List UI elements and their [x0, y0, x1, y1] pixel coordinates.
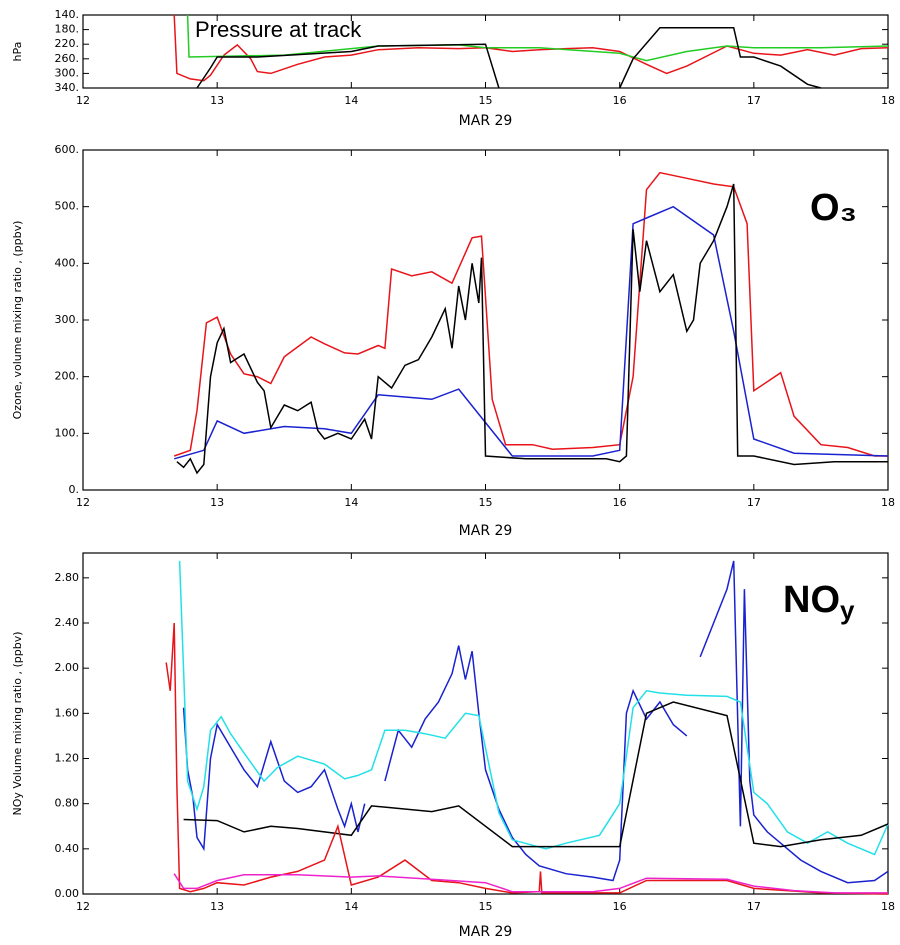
x-tick-label: 17 [747, 94, 761, 107]
y-tick-label: 2.80 [55, 571, 80, 584]
x-tick-label: 15 [479, 94, 493, 107]
y-tick-label: 0.00 [55, 887, 80, 900]
x-tick-label: 18 [881, 94, 895, 107]
data-line [165, 622, 889, 895]
y-tick-label: 1.20 [55, 752, 80, 765]
x-tick-label: 12 [76, 94, 90, 107]
x-axis-label: MAR 29 [459, 523, 513, 539]
y-tick-label: 2.00 [55, 661, 80, 674]
y-tick-label: 600. [55, 143, 80, 156]
data-line [183, 701, 889, 848]
data-line [186, 14, 889, 62]
data-line [173, 14, 889, 82]
data-line [182, 560, 889, 884]
y-tick-label: 1.60 [55, 706, 80, 719]
x-tick-label: 14 [344, 900, 358, 913]
y-tick-label: 0. [69, 483, 80, 496]
x-tick-label: 16 [613, 496, 627, 509]
data-line [173, 171, 888, 457]
x-tick-label: 17 [747, 496, 761, 509]
y-tick-label: 100. [55, 426, 80, 439]
x-tick-label: 13 [210, 900, 224, 913]
y-tick-label: 300. [55, 66, 80, 79]
y-tick-label: 200. [55, 370, 80, 383]
annotation: O₃ [810, 187, 857, 229]
y-axis-label: Ozone, volume mixing ratio , (ppbv) [11, 221, 24, 420]
x-tick-label: 13 [210, 496, 224, 509]
y-tick-label: 220. [55, 37, 80, 50]
data-line [173, 873, 888, 894]
data-line [178, 560, 889, 856]
x-axis-label: MAR 29 [459, 924, 513, 940]
annotation: NOy [783, 579, 855, 625]
x-tick-label: 13 [210, 94, 224, 107]
y-tick-label: 300. [55, 313, 80, 326]
y-tick-label: 2.40 [55, 616, 80, 629]
x-tick-label: 15 [479, 496, 493, 509]
y-tick-label: 340. [55, 81, 80, 94]
annotation-subscript: y [840, 595, 855, 625]
y-axis-label: hPa [11, 42, 24, 62]
data-line [196, 27, 822, 89]
data-line [176, 183, 888, 475]
x-tick-label: 18 [881, 900, 895, 913]
x-tick-label: 12 [76, 900, 90, 913]
y-tick-label: 400. [55, 256, 80, 269]
x-tick-label: 18 [881, 496, 895, 509]
x-tick-label: 12 [76, 496, 90, 509]
annotation-text: NO [783, 579, 840, 621]
x-axis-label: MAR 29 [459, 113, 513, 129]
x-tick-label: 14 [344, 496, 358, 509]
y-tick-label: 500. [55, 200, 80, 213]
x-tick-label: 15 [479, 900, 493, 913]
annotation: Pressure at track [195, 17, 362, 42]
y-tick-label: 0.80 [55, 797, 80, 810]
y-axis-label: NOy Volume mixing ratio , (ppbv) [11, 632, 24, 816]
y-tick-label: 140. [55, 8, 80, 21]
x-tick-label: 17 [747, 900, 761, 913]
y-tick-label: 180. [55, 23, 80, 36]
x-tick-label: 16 [613, 900, 627, 913]
y-tick-label: 0.40 [55, 842, 80, 855]
x-tick-label: 16 [613, 94, 627, 107]
x-tick-label: 14 [344, 94, 358, 107]
data-line [173, 205, 889, 460]
y-tick-label: 260. [55, 52, 80, 65]
